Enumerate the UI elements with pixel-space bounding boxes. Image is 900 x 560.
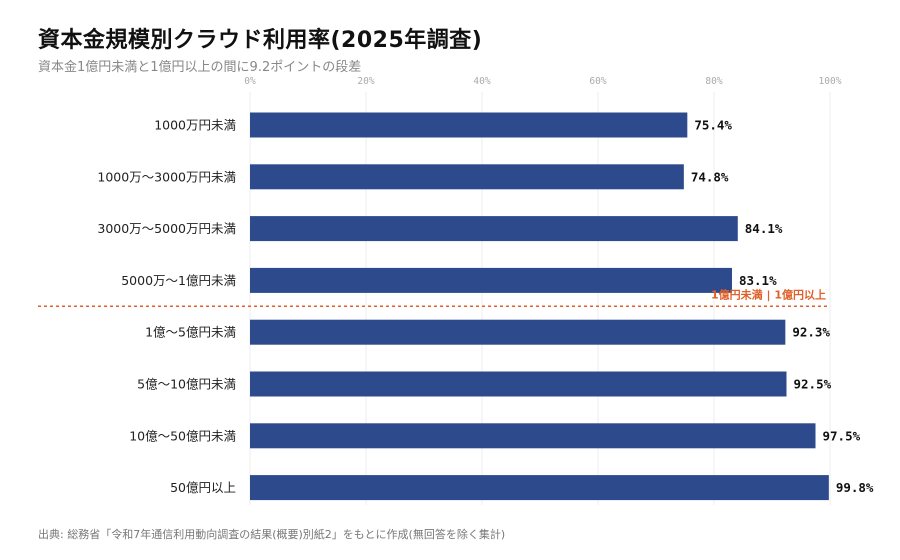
x-tick-label: 100% [819,76,842,87]
bar [250,267,732,293]
value-label: 97.5% [823,428,861,443]
value-label: 92.5% [794,377,832,392]
x-tick-label: 20% [357,76,374,87]
bar [250,216,738,242]
category-label: 3000万〜5000万円未満 [97,221,236,236]
value-label: 84.1% [745,221,783,236]
x-tick-label: 80% [705,76,722,87]
category-label: 5000万〜1億円未満 [121,273,236,288]
category-label: 10億〜50億円未満 [129,428,236,443]
category-label: 5億〜10億円未満 [137,377,236,392]
bar [250,319,786,345]
bar [250,475,829,501]
bar [250,423,816,449]
value-label: 74.8% [691,169,729,184]
category-label: 1000万円未満 [154,118,236,133]
source-note: 出典: 総務省「令和7年通信利用動向調査の結果(概要)別紙2」をもとに作成(無回… [38,528,506,541]
x-tick-label: 40% [473,76,490,87]
category-label: 1億〜5億円未満 [145,325,236,340]
value-label: 99.8% [836,480,874,495]
value-label: 83.1% [739,273,777,288]
x-tick-label: 60% [589,76,606,87]
chart-title: 資本金規模別クラウド利用率(2025年調査) [38,28,483,53]
chart-subtitle: 資本金1億円未満と1億円以上の間に9.2ポイントの段差 [38,60,362,75]
category-label: 50億円以上 [170,480,236,495]
category-label: 1000万〜3000万円未満 [97,169,236,184]
value-label: 92.3% [792,325,830,340]
x-tick-label: 0% [244,76,256,87]
bar [250,112,688,138]
bar [250,164,684,190]
value-label: 75.4% [694,118,732,133]
divider-label: 1億円未満 | 1億円以上 [711,287,826,301]
bar [250,371,787,397]
